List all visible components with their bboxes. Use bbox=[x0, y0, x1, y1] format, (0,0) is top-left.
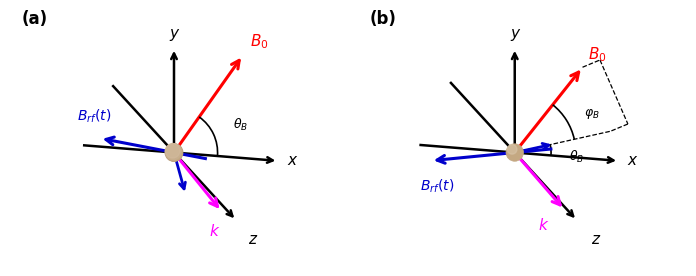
Circle shape bbox=[507, 145, 517, 154]
Circle shape bbox=[165, 144, 183, 161]
Text: $k$: $k$ bbox=[537, 217, 549, 233]
Text: $B_{rf}(t)$: $B_{rf}(t)$ bbox=[77, 107, 111, 125]
Text: $B_0$: $B_0$ bbox=[588, 46, 607, 64]
Circle shape bbox=[166, 144, 180, 158]
Text: (b): (b) bbox=[370, 10, 396, 28]
Circle shape bbox=[166, 144, 182, 160]
Text: $B_0$: $B_0$ bbox=[250, 32, 269, 51]
Text: x: x bbox=[628, 153, 637, 168]
Text: $k$: $k$ bbox=[209, 223, 220, 239]
Text: $\theta_B$: $\theta_B$ bbox=[233, 117, 248, 133]
Text: y: y bbox=[170, 26, 178, 41]
Circle shape bbox=[506, 144, 523, 161]
Text: $\varphi_B$: $\varphi_B$ bbox=[584, 107, 600, 121]
Text: y: y bbox=[510, 26, 519, 41]
Circle shape bbox=[165, 144, 183, 161]
Text: $B_{rf}(t)$: $B_{rf}(t)$ bbox=[420, 177, 454, 195]
Text: (a): (a) bbox=[22, 10, 47, 28]
Text: $\theta_B$: $\theta_B$ bbox=[569, 149, 584, 165]
Text: x: x bbox=[287, 153, 296, 168]
Text: z: z bbox=[248, 232, 256, 246]
Text: z: z bbox=[591, 232, 599, 246]
